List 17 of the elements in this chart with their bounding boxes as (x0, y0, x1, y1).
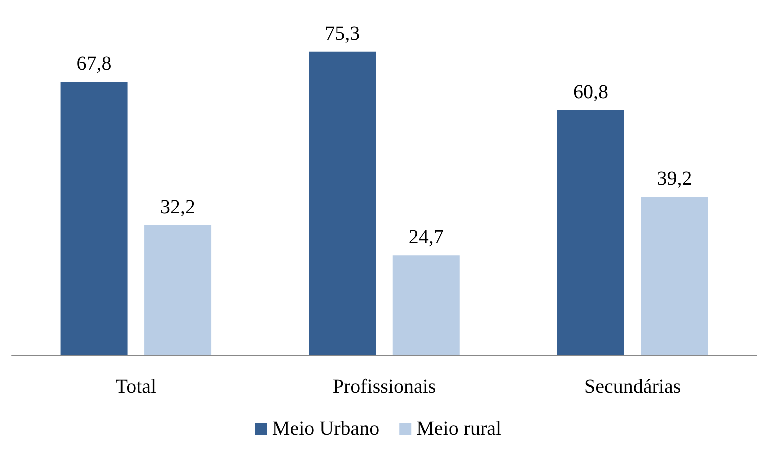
data-label: 24,7 (408, 226, 444, 249)
data-label: 32,2 (160, 196, 196, 218)
data-label: 75,3 (325, 22, 360, 45)
x-tick-label: Profissionais (332, 376, 436, 398)
bar (309, 52, 376, 355)
data-label: 60,8 (573, 81, 608, 104)
bar (392, 256, 460, 355)
x-tick-label: Secundárias (584, 376, 682, 398)
data-label: 39,2 (657, 168, 692, 190)
bar (641, 197, 708, 355)
legend-label: Meio Urbano (272, 418, 380, 440)
bar (144, 225, 212, 355)
bar (557, 110, 624, 355)
legend-label: Meio rural (416, 418, 502, 440)
data-label: 67,8 (76, 53, 112, 76)
bar (60, 82, 128, 355)
x-tick-label: Total (116, 376, 158, 398)
